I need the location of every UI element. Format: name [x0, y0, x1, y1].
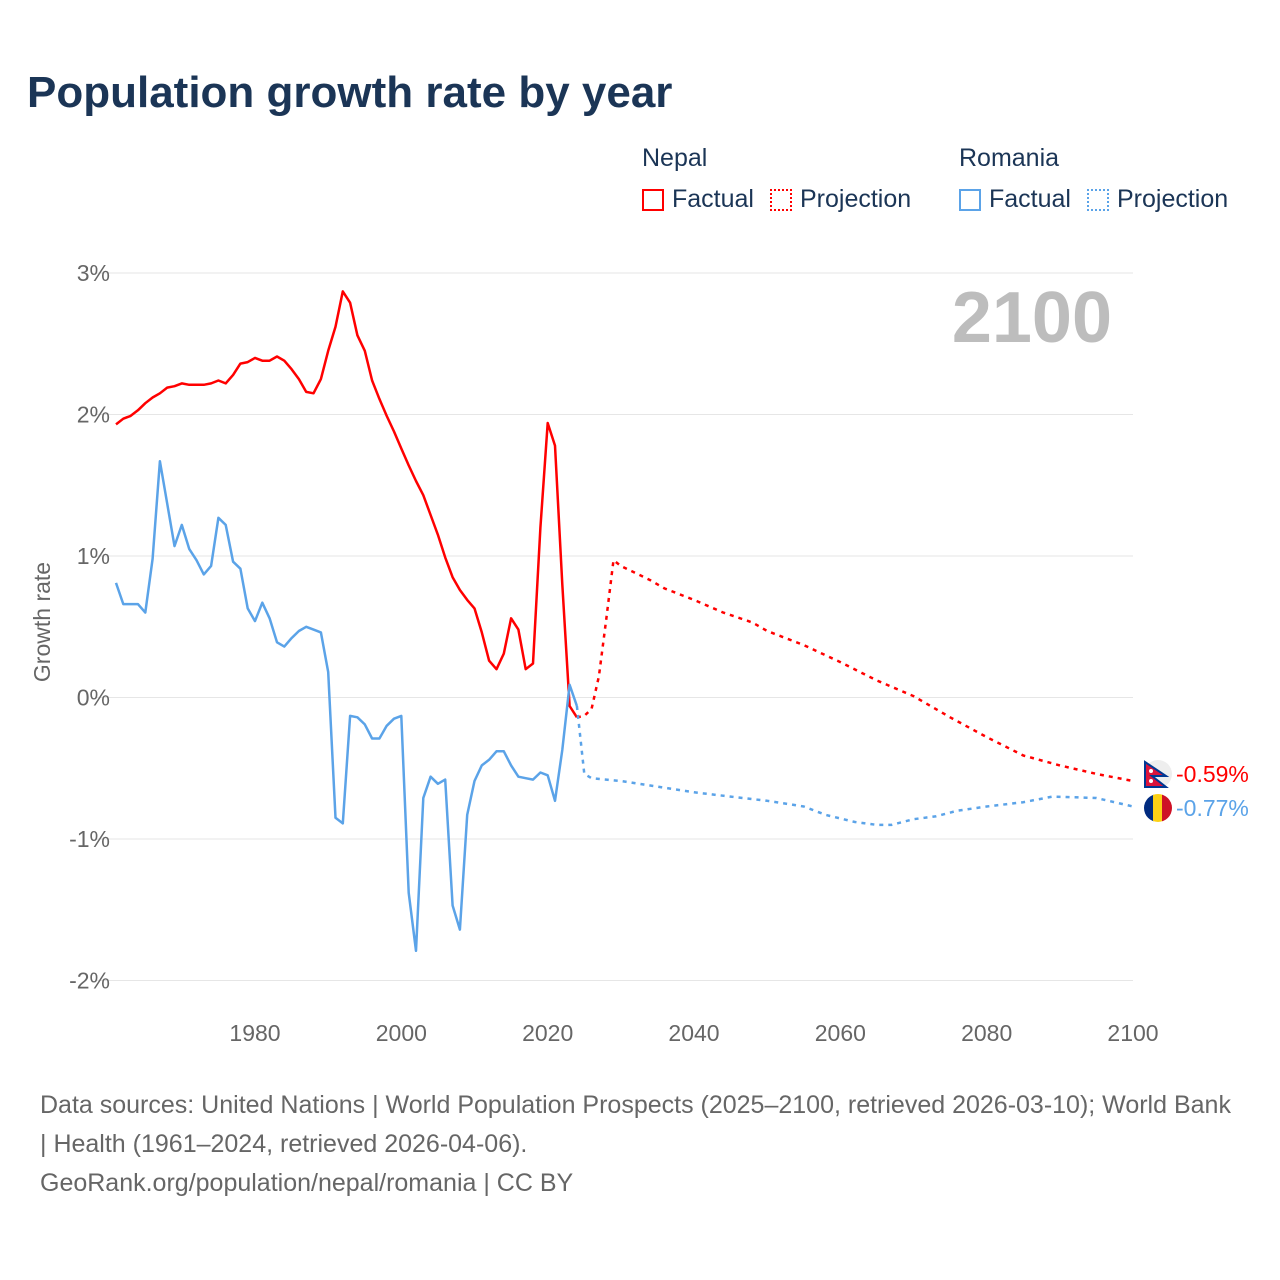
year-indicator: 2100 — [952, 278, 1112, 358]
legend-label: Projection — [1116, 185, 1229, 213]
legend-nepal-factual[interactable]: Factual — [642, 185, 754, 214]
legend-swatch — [1086, 188, 1109, 211]
x-tick-label: 1980 — [229, 1020, 280, 1046]
legend-swatch — [959, 188, 981, 211]
legend-label: Factual — [672, 185, 754, 213]
legend-nepal: Nepal Factual Projection — [642, 144, 927, 214]
y-tick-label: -2% — [69, 968, 110, 994]
x-tick-label: 2100 — [1107, 1020, 1158, 1046]
x-tick-label: 2080 — [961, 1020, 1012, 1046]
y-tick-label: 3% — [77, 260, 110, 286]
legend-swatch — [769, 188, 792, 211]
x-tick-label: 2020 — [522, 1020, 573, 1046]
chart-title: Population growth rate by year — [27, 68, 673, 117]
legend-group-label: Nepal — [642, 144, 708, 172]
y-tick-label: -1% — [69, 826, 110, 852]
nepal-flag-icon — [1144, 760, 1172, 788]
x-tick-label: 2060 — [815, 1020, 866, 1046]
series-line-romania-projection — [575, 705, 1134, 827]
series-line-romania-factual — [114, 459, 579, 953]
legend-nepal-projection[interactable]: Projection — [769, 185, 912, 214]
legend-romania-projection[interactable]: Projection — [1086, 185, 1229, 214]
legend-romania-factual[interactable]: Factual — [959, 185, 1071, 214]
legend-romania: Romania Factual Projection — [959, 144, 1244, 214]
legend-swatch — [642, 188, 664, 211]
y-axis-label: Growth rate — [29, 562, 55, 682]
legend-group-label: Romania — [959, 144, 1060, 172]
x-tick-label: 2040 — [668, 1020, 719, 1046]
nepal-end-label: -0.59% — [1176, 761, 1249, 787]
data-sources: Data sources: United Nations | World Pop… — [40, 1091, 1231, 1158]
x-tick-label: 2000 — [376, 1020, 427, 1046]
legend-label: Projection — [799, 185, 912, 213]
footer: Data sources: United Nations | World Pop… — [40, 1086, 1240, 1203]
romania-flag-icon — [1144, 794, 1172, 822]
y-tick-label: 2% — [77, 402, 110, 428]
series-line-nepal-factual — [115, 290, 578, 718]
credit-link[interactable]: GeoRank.org/population/nepal/romania | C… — [40, 1169, 574, 1197]
series-line-nepal-projection — [576, 558, 1134, 783]
y-tick-label: 1% — [77, 543, 110, 569]
legend-label: Factual — [989, 185, 1071, 213]
romania-end-label: -0.77% — [1176, 795, 1249, 821]
y-tick-label: 0% — [77, 685, 110, 711]
